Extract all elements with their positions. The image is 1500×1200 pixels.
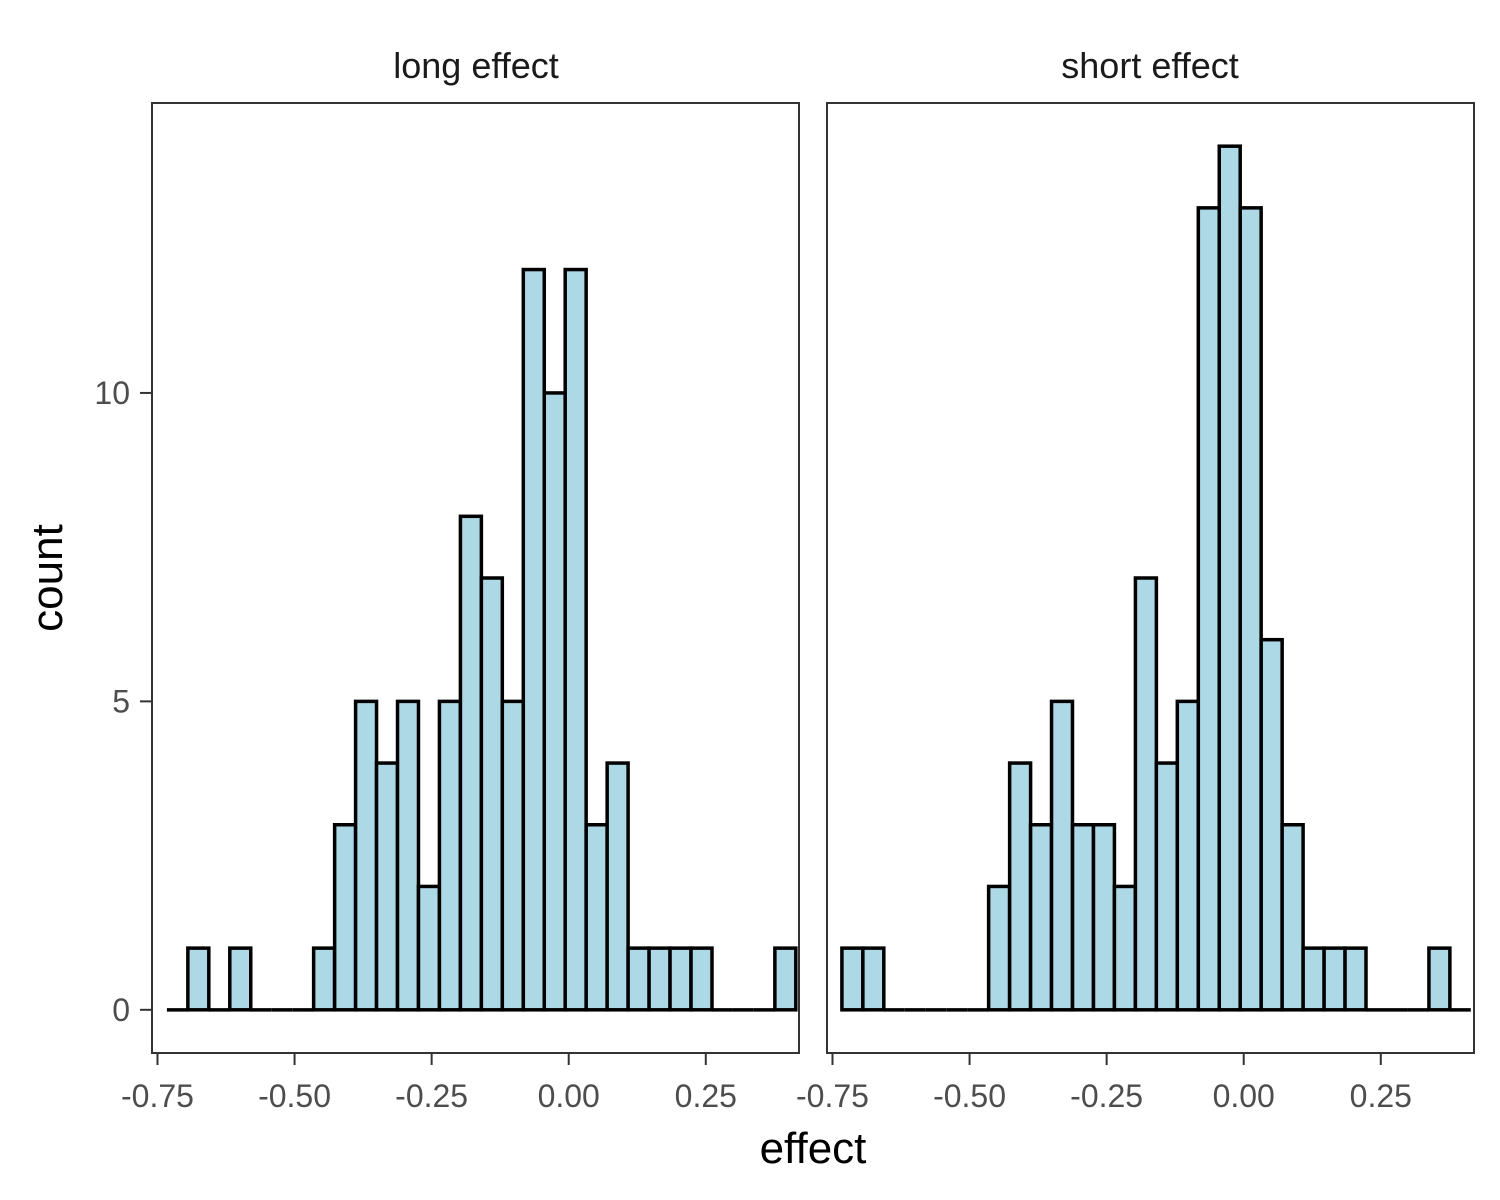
y-axis: 0 5 10 xyxy=(94,375,152,1028)
panel-title-short-effect: short effect xyxy=(1061,45,1238,86)
histogram-bar xyxy=(186,946,211,1012)
histogram-bar xyxy=(1427,946,1452,1012)
x-axis-long-effect: -0.75 -0.50 -0.25 0.00 0.25 xyxy=(121,1053,737,1114)
panel-long-effect: long effect xyxy=(151,45,800,1054)
x-axis-short-effect: -0.75 -0.50 -0.25 0.00 0.25 xyxy=(796,1053,1412,1114)
histogram-bar xyxy=(1280,823,1305,1012)
histogram-bar xyxy=(1007,761,1033,1012)
histogram-bar xyxy=(1301,946,1326,1012)
histogram-bar xyxy=(563,267,588,1012)
y-tick-label: 0 xyxy=(112,992,130,1028)
x-tick-label: -0.75 xyxy=(796,1078,869,1114)
histogram-bar xyxy=(689,946,714,1012)
x-axis-title: effect xyxy=(760,1124,867,1173)
histogram-bar xyxy=(1343,946,1368,1012)
y-axis-title: count xyxy=(23,524,72,632)
histogram-bar xyxy=(458,514,484,1012)
panel-short-effect: short effect xyxy=(826,45,1475,1054)
histogram-bar xyxy=(1175,699,1201,1012)
histogram-bar xyxy=(1217,144,1242,1012)
histogram-bar xyxy=(521,267,547,1012)
histogram-bar xyxy=(773,946,798,1012)
histogram-bar xyxy=(840,946,865,1012)
histogram-bar xyxy=(861,946,886,1012)
histogram-bar xyxy=(647,946,672,1012)
histogram-bar xyxy=(584,823,609,1012)
histogram-bar xyxy=(332,823,358,1012)
x-tick-label: 0.00 xyxy=(538,1078,600,1114)
histogram-bar xyxy=(228,946,253,1012)
panel-title-long-effect: long effect xyxy=(393,45,558,86)
x-tick-label: -0.75 xyxy=(121,1078,194,1114)
histogram-bar xyxy=(1091,823,1117,1012)
histogram-bar xyxy=(395,699,421,1012)
histogram-bar xyxy=(311,946,337,1012)
x-tick-label: 0.25 xyxy=(675,1078,737,1114)
histogram-bar xyxy=(1259,637,1284,1012)
histogram-bar xyxy=(479,576,505,1012)
panel-border-long-effect xyxy=(151,102,800,1054)
x-tick-label: -0.50 xyxy=(258,1078,331,1114)
histogram-bar xyxy=(542,391,567,1012)
bars-long-effect xyxy=(166,267,798,1012)
histogram-bar xyxy=(1154,761,1180,1012)
x-tick-label: -0.25 xyxy=(1070,1078,1143,1114)
x-tick-label: -0.50 xyxy=(933,1078,1006,1114)
histogram-bar xyxy=(1238,206,1263,1012)
histogram-bar xyxy=(416,884,442,1012)
histogram-bar xyxy=(986,884,1012,1012)
bars-short-effect xyxy=(840,144,1471,1012)
histogram-bar xyxy=(1133,576,1159,1012)
histogram-bar xyxy=(437,699,463,1012)
histogram-bar xyxy=(626,946,651,1012)
histogram-bar xyxy=(1196,206,1222,1012)
x-tick-label: 0.25 xyxy=(1350,1078,1412,1114)
y-tick-label: 5 xyxy=(112,683,130,719)
x-tick-label: 0.00 xyxy=(1213,1078,1275,1114)
histogram-bar xyxy=(374,761,400,1012)
panel-border-short-effect xyxy=(826,102,1475,1054)
histogram-bar xyxy=(500,699,526,1012)
histogram-bar xyxy=(1322,946,1347,1012)
histogram-bar xyxy=(1070,823,1096,1012)
histogram-bar xyxy=(605,761,630,1012)
x-tick-label: -0.25 xyxy=(395,1078,468,1114)
histogram-bar xyxy=(353,699,379,1012)
histogram-bar xyxy=(1049,699,1075,1012)
histogram-bar xyxy=(668,946,693,1012)
y-tick-label: 10 xyxy=(94,375,130,411)
histogram-bar xyxy=(1028,823,1054,1012)
histogram-bar xyxy=(1112,884,1138,1012)
